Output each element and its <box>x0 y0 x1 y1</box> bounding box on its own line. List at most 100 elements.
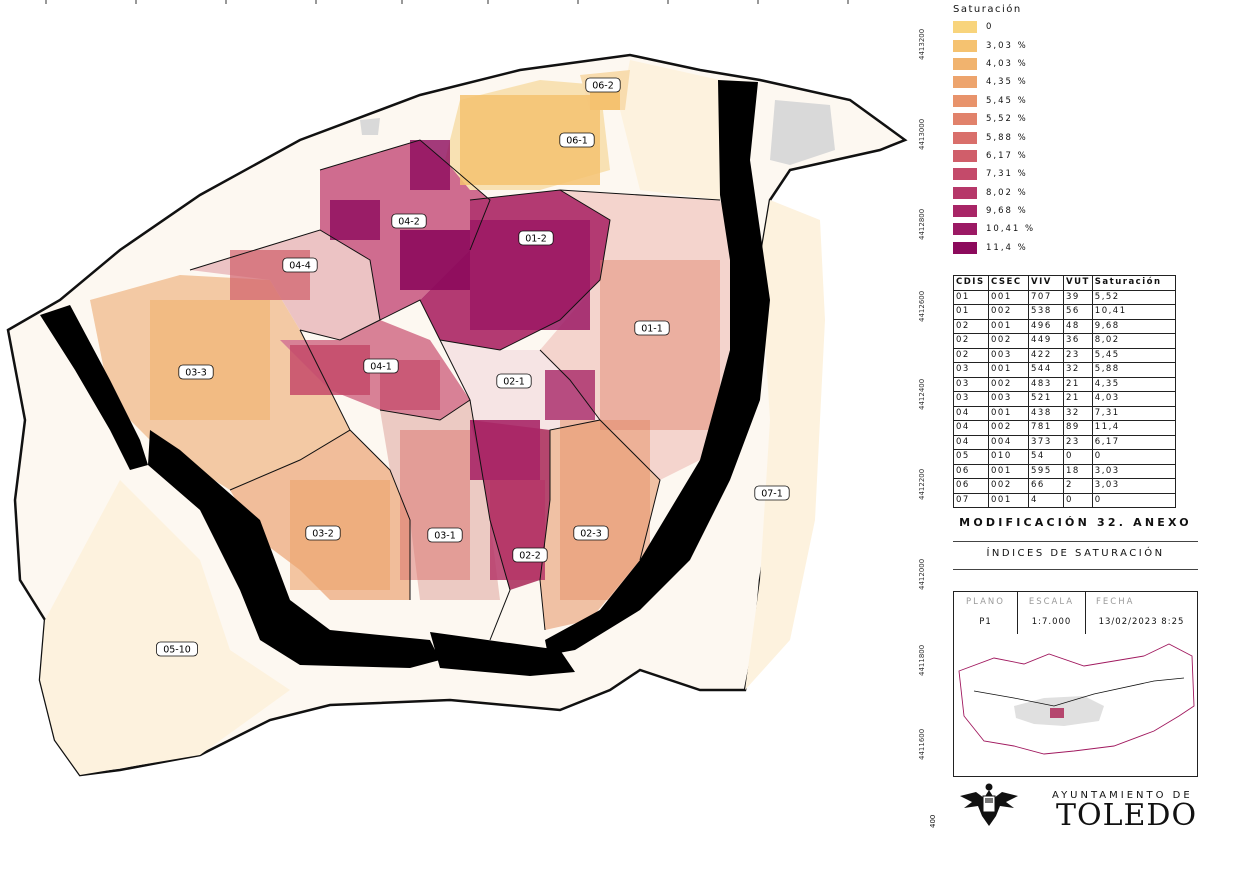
section-label-text: 04-2 <box>398 217 420 228</box>
table-cell: 89 <box>1063 420 1093 436</box>
legend-label: 4,35 % <box>986 77 1028 88</box>
organization-name: TOLEDO <box>1056 798 1198 833</box>
section-label-box <box>634 320 670 336</box>
legend-label: 5,45 % <box>986 95 1028 106</box>
table-cell: 001 <box>988 289 1029 305</box>
table-cell: 496 <box>1028 318 1064 334</box>
table-row: 02 002 449 36 8,02 <box>953 333 1176 349</box>
table-cell: 32 <box>1063 362 1093 378</box>
table-cell: 004 <box>988 434 1029 450</box>
section-label: 03-3 <box>178 364 214 380</box>
zone-north-east <box>620 60 720 200</box>
section-label: 04-4 <box>282 257 318 273</box>
table-cell: 3,03 <box>1091 478 1176 494</box>
table-cell: 01 <box>953 304 989 320</box>
saturation-map: 06-2 06-1 04-2 01-2 04-4 01-1 03-3 04-1 02-1 07-1… <box>6 0 908 777</box>
legend-label: 7,31 % <box>986 169 1028 180</box>
section-label: 01-1 <box>634 320 670 336</box>
table-cell: 04 <box>953 434 989 450</box>
table-cell: 449 <box>1028 333 1064 349</box>
legend-item: 6,17 % <box>953 147 1073 165</box>
grey-area-ne <box>770 100 835 165</box>
section-label: 02-3 <box>573 525 609 541</box>
legend-item: 5,88 % <box>953 128 1073 146</box>
legend-swatch <box>953 205 977 218</box>
table-cell: 11,4 <box>1091 420 1176 436</box>
table-cell: 001 <box>988 492 1029 508</box>
inset-highlight <box>1050 708 1064 718</box>
escala-value: 1:7.000 <box>1031 617 1072 627</box>
annex-title: MODIFICACIÓN 32. ANEXO <box>959 516 1192 529</box>
building-clusters <box>150 90 720 600</box>
table-cell: 002 <box>988 333 1029 349</box>
table-row: 06 001 595 18 3,03 <box>953 463 1176 479</box>
table-row: 06 002 66 2 3,03 <box>953 478 1176 494</box>
table-row: 01 001 707 39 5,52 <box>953 289 1176 305</box>
table-header: CDIS CSEC VIV VUT Saturación <box>953 275 1176 291</box>
section-label-box <box>427 527 463 543</box>
table-cell: 438 <box>1028 405 1064 421</box>
grid-label: 4412800 <box>918 208 926 240</box>
top-ticks <box>45 0 849 4</box>
section-label: 07-1 <box>754 485 790 501</box>
table-cell: 02 <box>953 347 989 363</box>
divider <box>953 541 1198 542</box>
plano-cell: PLANO P1 <box>954 592 1018 634</box>
zone-05-10 <box>40 480 290 775</box>
legend-label: 0 <box>986 22 994 33</box>
table-row: 04 002 781 89 11,4 <box>953 420 1176 436</box>
table-cell: 3,03 <box>1091 463 1176 479</box>
section-label-box <box>282 257 318 273</box>
escala-cell: ESCALA 1:7.000 <box>1018 592 1086 634</box>
legend-swatch <box>953 113 977 126</box>
table-row: 02 003 422 23 5,45 <box>953 347 1176 363</box>
table-cell: 39 <box>1063 289 1093 305</box>
grid-label: 4412200 <box>918 468 926 500</box>
legend-label: 4,03 % <box>986 58 1028 69</box>
legend-label: 5,88 % <box>986 132 1028 143</box>
legend-label: 10,41 % <box>986 224 1036 235</box>
section-label-text: 05-10 <box>163 645 191 656</box>
coat-of-arms-logo <box>960 783 1018 826</box>
section-label: 06-1 <box>559 132 595 148</box>
table-cell: 4,35 <box>1091 376 1176 392</box>
grid-label: 4411600 <box>918 728 926 760</box>
table-cell: 21 <box>1063 391 1093 407</box>
legend-item: 9,68 % <box>953 202 1073 220</box>
column-header: VIV <box>1028 275 1064 291</box>
table-cell: 02 <box>953 318 989 334</box>
section-label-box <box>573 525 609 541</box>
table-row: 07 001 4 0 0 <box>953 492 1176 508</box>
table-cell: 4 <box>1028 492 1064 508</box>
column-header: VUT <box>1063 275 1093 291</box>
table-cell: 483 <box>1028 376 1064 392</box>
legend-item: 4,03 % <box>953 55 1073 73</box>
section-label-text: 03-2 <box>312 529 334 540</box>
plano-value: P1 <box>979 617 992 627</box>
grid-label: 400 <box>929 814 937 828</box>
section-label-text: 02-3 <box>580 529 602 540</box>
inset-river <box>973 677 1185 707</box>
legend-swatch <box>953 186 977 199</box>
table-row: 02 001 496 48 9,68 <box>953 318 1176 334</box>
section-label-box <box>585 77 621 93</box>
table-cell: 001 <box>988 463 1029 479</box>
legend-item: 8,02 % <box>953 184 1073 202</box>
table-cell: 781 <box>1028 420 1064 436</box>
section-label-text: 06-2 <box>592 81 614 92</box>
table-cell: 06 <box>953 478 989 494</box>
table-cell: 003 <box>988 347 1029 363</box>
fecha-label: FECHA <box>1096 597 1135 607</box>
table-cell: 595 <box>1028 463 1064 479</box>
legend: Saturación 0 3,03 % 4,03 % 4,35 % 5,45 % 5,52… <box>953 4 1073 257</box>
table-cell: 8,02 <box>1091 333 1176 349</box>
legend-swatch <box>953 241 977 254</box>
table-cell: 9,68 <box>1091 318 1176 334</box>
legend-label: 6,17 % <box>986 150 1028 161</box>
legend-item: 7,31 % <box>953 165 1073 183</box>
inset-municipal-outline <box>958 643 1195 755</box>
fecha-value: 13/02/2023 8:25 <box>1098 617 1185 627</box>
table-cell: 48 <box>1063 318 1093 334</box>
legend-swatch <box>953 131 977 144</box>
fecha-cell: FECHA 13/02/2023 8:25 <box>1086 592 1197 634</box>
